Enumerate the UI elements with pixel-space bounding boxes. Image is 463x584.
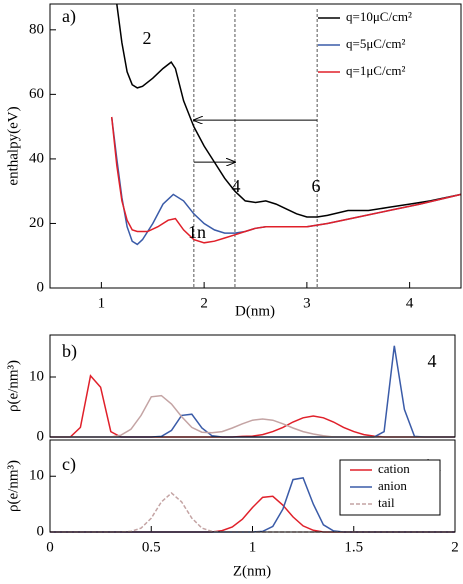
legend-label: cation: [378, 461, 410, 476]
x-tick-label: 4: [406, 295, 414, 311]
y-tick-label: 40: [29, 150, 44, 166]
plot-frame: [49, 3, 462, 289]
legend-label: q=10μC/cm²: [346, 9, 412, 24]
x-axis-label: D(nm): [235, 303, 275, 319]
annotation: 1n: [188, 222, 206, 242]
y-axis-label: ρ(e/nm³): [5, 360, 21, 412]
x-tick-label: 1: [249, 539, 257, 555]
annotation: 2: [143, 28, 152, 48]
series-line: [50, 345, 455, 438]
annotation: 4: [428, 351, 437, 371]
legend-label: q=1μC/cm²: [346, 63, 405, 78]
legend-label: tail: [378, 495, 395, 510]
y-tick-label: 60: [29, 86, 44, 102]
x-tick-label: 0.5: [142, 539, 161, 555]
y-tick-label: 10: [29, 368, 44, 384]
y-tick-label: 0: [37, 279, 45, 295]
x-tick-label: 3: [303, 295, 311, 311]
y-tick-label: 80: [29, 21, 44, 37]
y-tick-label: 0: [37, 428, 45, 444]
annotation: b): [62, 341, 77, 362]
x-tick-label: 2: [451, 539, 459, 555]
x-tick-label: 1.5: [344, 539, 363, 555]
y-tick-label: 20: [29, 215, 44, 231]
x-tick-label: 0: [46, 539, 54, 555]
series-line: [110, 116, 462, 246]
y-axis-label: ρ(e/nm³): [5, 460, 21, 512]
y-axis-label: enthalpy(eV): [5, 106, 21, 185]
annotation: 4: [232, 176, 241, 196]
x-axis-label: Z(nm): [233, 563, 271, 579]
y-tick-label: 10: [29, 468, 44, 484]
legend-label: q=5μC/cm²: [346, 36, 405, 51]
plot-frame: [49, 439, 456, 533]
series-line: [50, 374, 455, 438]
legend-label: anion: [378, 478, 407, 493]
annotation: a): [62, 6, 76, 27]
annotation: c): [62, 454, 76, 475]
series-line: [110, 116, 462, 244]
x-tick-label: 1: [98, 295, 106, 311]
x-tick-label: 2: [200, 295, 208, 311]
annotation: 6: [312, 176, 321, 196]
series-line: [116, 3, 462, 218]
plot-frame: [49, 334, 456, 438]
y-tick-label: 0: [37, 523, 45, 539]
